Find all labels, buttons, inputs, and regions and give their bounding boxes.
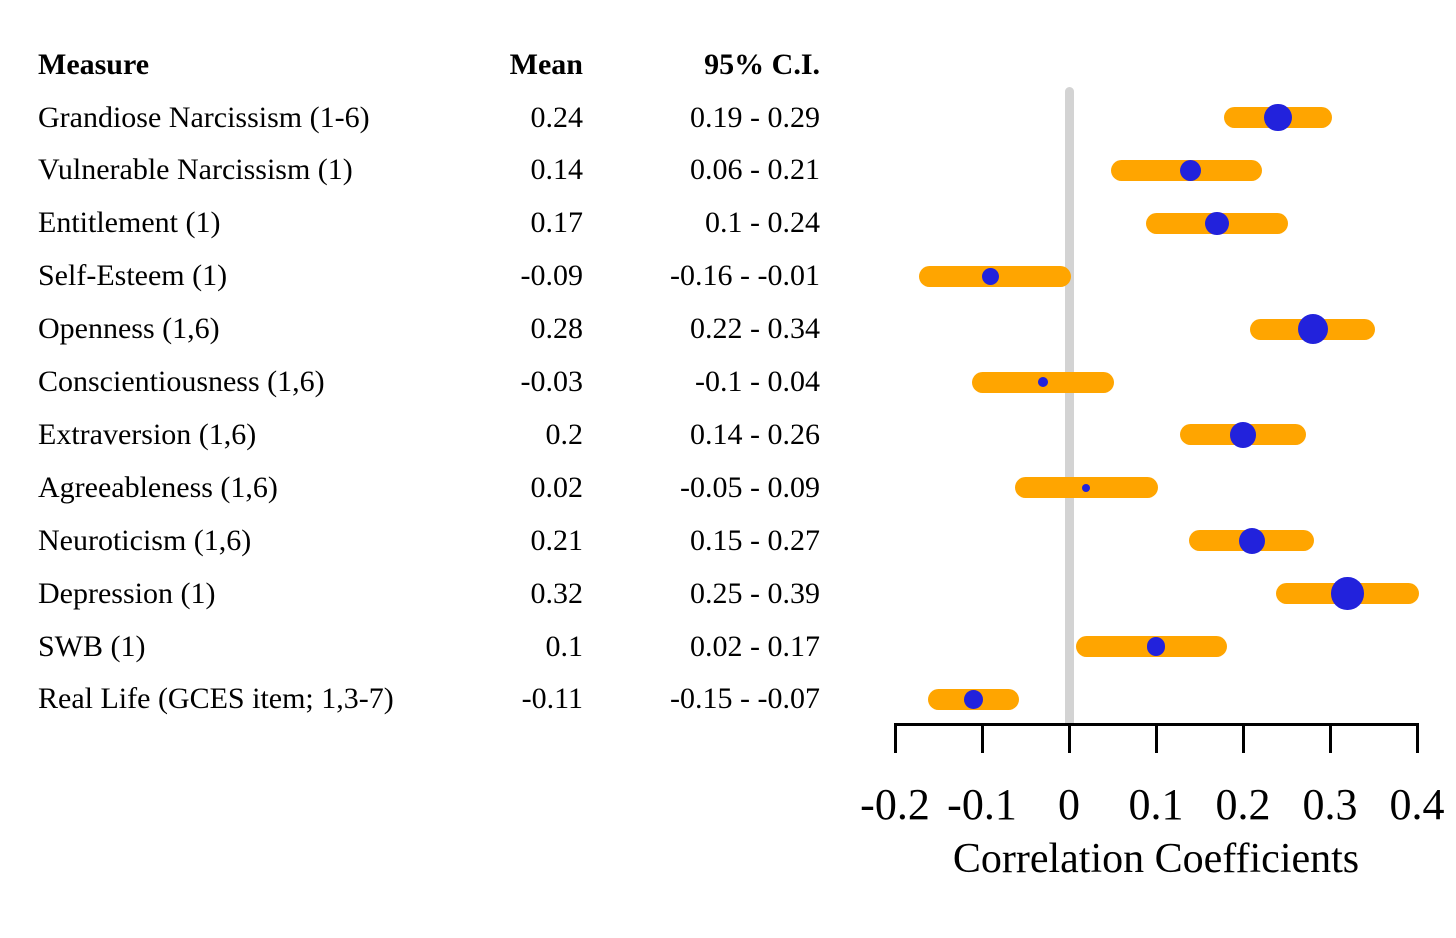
measure-label: Real Life (GCES item; 1,3-7) [38,682,394,716]
mean-value: 0.24 [530,100,584,134]
axis-tick [1241,723,1245,753]
table-row: Vulnerable Narcissism (1) 0.14 0.06 - 0.21 [38,144,838,197]
ci-value: 0.14 - 0.26 [690,417,820,451]
measure-label: Openness (1,6) [38,312,220,346]
table-row: Conscientiousness (1,6) -0.03 -0.1 - 0.04 [38,356,838,409]
measure-label: Depression (1) [38,576,216,610]
axis-tick-label: 0.2 [1215,780,1271,829]
measure-label: Extraversion (1,6) [38,417,257,451]
mean-dot [1238,527,1265,554]
axis-tick-label: 0.4 [1389,780,1445,829]
table-row: Self-Esteem (1) -0.09 -0.16 - -0.01 [38,250,838,303]
mean-dot [1180,159,1202,182]
axis-tick-label: 0.1 [1128,780,1184,829]
mean-dot [963,689,983,709]
mean-value: 0.2 [545,417,584,451]
mean-dot [1146,637,1165,656]
mean-dot [1263,103,1292,132]
mean-dot [1331,577,1364,610]
mean-dot [982,267,1000,285]
ci-value: 0.19 - 0.29 [690,100,820,134]
mean-value: 0.17 [530,206,584,240]
measure-label: Conscientiousness (1,6) [38,365,325,399]
ci-value: 0.15 - 0.27 [690,523,820,557]
table-row: Depression (1) 0.32 0.25 - 0.39 [38,567,838,620]
mean-dot [1230,422,1256,448]
axis-tick-label: 0.3 [1302,780,1358,829]
table-row: Grandiose Narcissism (1-6) 0.24 0.19 - 0.2… [38,91,838,144]
axis-tick [1415,723,1419,753]
table-row: Openness (1,6) 0.28 0.22 - 0.34 [38,303,838,356]
ci-value: -0.16 - -0.01 [670,259,820,293]
table-row: Entitlement (1) 0.17 0.1 - 0.24 [38,197,838,250]
measure-label: Agreeableness (1,6) [38,470,278,504]
zero-reference-line [1064,87,1074,725]
mean-dot [1037,377,1048,387]
table-row: SWB (1) 0.1 0.02 - 0.17 [38,620,838,673]
mean-value: 0.14 [530,153,584,187]
axis-tick [1067,723,1071,753]
mean-value: 0.32 [530,576,584,610]
axis-tick-label: -0.2 [860,780,930,829]
col-header-ci: 95% C.I. [704,47,820,81]
measure-label: Neuroticism (1,6) [38,523,252,557]
ci-value: -0.05 - 0.09 [680,470,820,504]
mean-value: 0.02 [530,470,584,504]
ci-value: 0.06 - 0.21 [690,153,820,187]
measure-label: Grandiose Narcissism (1-6) [38,100,370,134]
mean-dot [1297,314,1328,345]
table-row: Agreeableness (1,6) 0.02 -0.05 - 0.09 [38,461,838,514]
axis-tick [980,723,984,753]
mean-value: 0.21 [530,523,584,557]
col-header-measure: Measure [38,47,150,81]
mean-dot [1082,483,1091,492]
mean-value: 0.28 [530,312,584,346]
measure-label: Self-Esteem (1) [38,259,228,293]
mean-value: 0.1 [545,629,584,663]
ci-value: 0.02 - 0.17 [690,629,820,663]
axis-tick-label: -0.1 [947,780,1017,829]
x-axis-title: Correlation Coefficients [952,836,1360,882]
mean-value: -0.09 [520,259,584,293]
col-header-mean: Mean [509,47,583,81]
table-row: Real Life (GCES item; 1,3-7) -0.11 -0.15 -… [38,673,838,726]
axis-tick [1328,723,1332,753]
mean-value: -0.03 [520,365,584,399]
ci-value: 0.1 - 0.24 [705,206,820,240]
measure-label: Vulnerable Narcissism (1) [38,153,353,187]
axis-tick [1154,723,1158,753]
ci-value: 0.25 - 0.39 [690,576,820,610]
table-row: Extraversion (1,6) 0.2 0.14 - 0.26 [38,408,838,461]
table-row: Neuroticism (1,6) 0.21 0.15 - 0.27 [38,514,838,567]
ci-value: -0.1 - 0.04 [695,365,820,399]
axis-tick [893,723,897,753]
axis-tick-label: 0 [1058,780,1080,829]
measure-label: SWB (1) [38,629,146,663]
table-header-row: Measure Mean 95% C.I. [38,38,838,91]
mean-dot [1205,211,1229,236]
mean-value: -0.11 [521,682,583,716]
measure-label: Entitlement (1) [38,206,221,240]
ci-value: 0.22 - 0.34 [690,312,820,346]
ci-value: -0.15 - -0.07 [670,682,820,716]
